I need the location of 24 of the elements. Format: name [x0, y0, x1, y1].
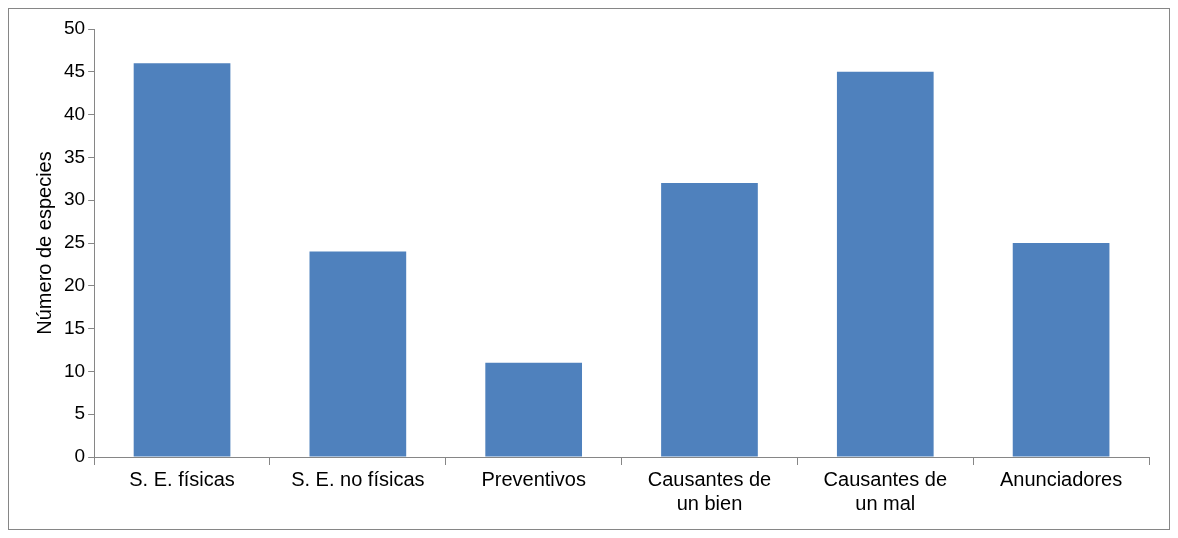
x-tick-label: Preventivos [481, 467, 586, 490]
bar [309, 251, 407, 457]
y-tick-label: 0 [74, 445, 86, 467]
bar [1012, 243, 1110, 457]
y-tick-label: 20 [63, 274, 86, 296]
x-tick-label: Causantes de un mal [823, 467, 947, 514]
bar [133, 63, 231, 457]
x-tick-label: S. E. físicas [129, 467, 235, 490]
x-tick-label: Anunciadores [999, 467, 1123, 490]
y-tick-label: 35 [63, 145, 86, 167]
y-tick-label: 10 [63, 359, 86, 381]
x-tick-label: Causantes de un bien [647, 467, 772, 514]
y-tick-label: 40 [63, 102, 86, 124]
y-tick-label: 15 [63, 316, 86, 338]
y-tick-label: 50 [63, 17, 86, 39]
y-axis-title: Número de especies [32, 151, 55, 335]
y-tick-label: 45 [63, 60, 86, 82]
y-tick-label: 30 [63, 188, 86, 210]
y-tick-label: 25 [63, 231, 86, 253]
bar [661, 183, 758, 457]
bar [836, 71, 934, 457]
x-tick-label: S. E. no físicas [291, 467, 425, 490]
y-tick-label: 5 [74, 402, 86, 424]
bar [485, 362, 583, 457]
